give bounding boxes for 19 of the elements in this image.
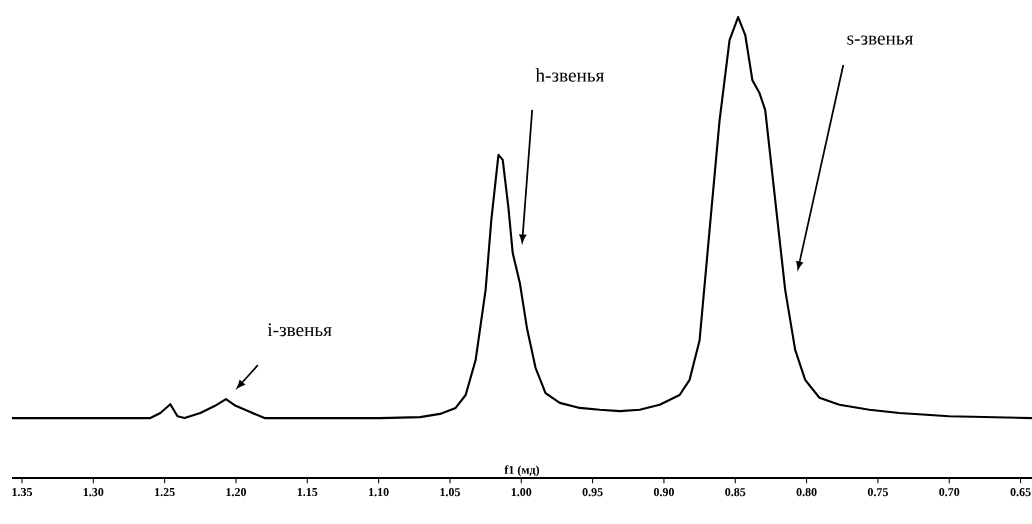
x-tick-label: 0.90 [653,488,674,497]
annotation: i-звенья [267,323,332,337]
x-tick-label: 0.80 [796,488,817,497]
annotation: h-звенья [535,68,605,82]
x-tick-label: 0.70 [939,488,960,497]
x-tick-label: 1.35 [12,488,33,497]
x-axis-title: f1 (мд) [504,465,540,477]
annotation: s-звенья [847,35,914,45]
x-tick-label: 1.05 [440,488,461,497]
x-tick-label: 0.75 [867,488,888,497]
x-tick-label: 1.25 [155,488,175,497]
x-tick-label: 1.00 [511,488,532,497]
x-tick-label: 1.20 [226,488,247,497]
x-tick-label: 0.85 [725,488,746,497]
x-tick-label: 1.10 [369,488,389,497]
x-tick-label: 1.15 [297,488,318,497]
x-tick-label: 0.95 [582,488,603,497]
x-tick-label: 1.30 [83,488,104,497]
x-tick-label: 0.65 [1010,488,1031,497]
